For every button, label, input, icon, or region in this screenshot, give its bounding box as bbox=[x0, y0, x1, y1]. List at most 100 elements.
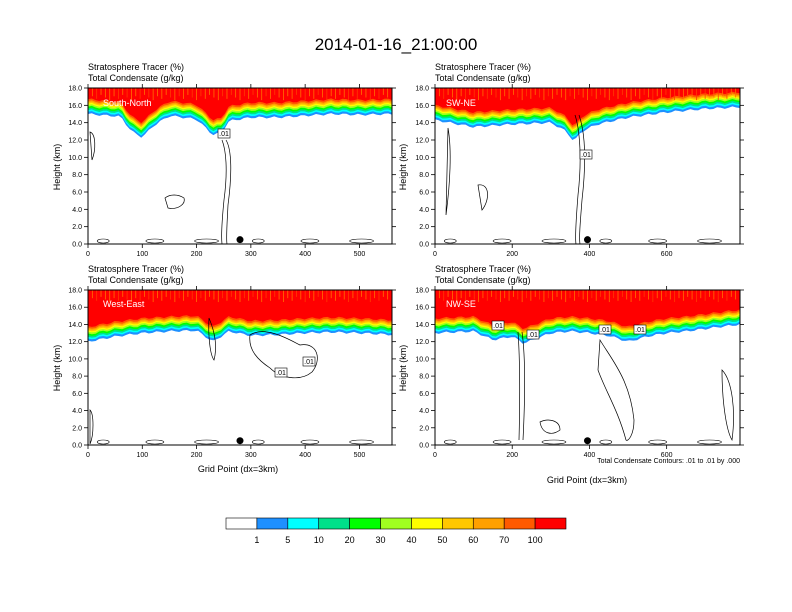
x-tick-label: 400 bbox=[584, 452, 596, 459]
x-axis-label: Grid Point (dx=3km) bbox=[198, 464, 278, 474]
panel-label: South-North bbox=[103, 98, 152, 108]
condensate-contour bbox=[597, 338, 635, 441]
y-tick-label: 8.0 bbox=[72, 172, 82, 179]
surface-contour bbox=[96, 439, 110, 445]
y-tick-label: 12.0 bbox=[68, 339, 82, 346]
contour-label: .01 bbox=[526, 329, 540, 340]
y-tick-label: 0.0 bbox=[72, 242, 82, 249]
x-tick-label: 600 bbox=[661, 251, 673, 258]
y-tick-label: 6.0 bbox=[72, 190, 82, 197]
y-axis-label: Height (km) bbox=[52, 144, 62, 191]
contour-label-text: .01 bbox=[581, 152, 591, 159]
surface-contour bbox=[541, 238, 567, 244]
surface-contour bbox=[145, 238, 165, 244]
contour-label-text: .01 bbox=[276, 370, 286, 377]
surface-contour bbox=[349, 439, 374, 445]
colorbar-swatch bbox=[411, 517, 443, 530]
contour-label-text: .01 bbox=[493, 323, 503, 330]
surface-contour bbox=[194, 238, 219, 244]
y-tick-label: 16.0 bbox=[415, 103, 429, 110]
y-tick-label: 12.0 bbox=[415, 339, 429, 346]
colorbar-swatch bbox=[225, 517, 258, 530]
y-tick-label: 16.0 bbox=[415, 305, 429, 312]
colorbar-swatch bbox=[380, 517, 412, 530]
y-tick-label: 10.0 bbox=[415, 155, 429, 162]
condensate-contour bbox=[249, 331, 318, 379]
y-tick-label: 14.0 bbox=[68, 120, 82, 127]
x-tick-label: 200 bbox=[506, 452, 518, 459]
y-tick-label: 18.0 bbox=[415, 86, 429, 93]
panel-label: West-East bbox=[103, 299, 145, 309]
y-axis-label: Height (km) bbox=[398, 345, 408, 392]
x-tick-label: 200 bbox=[191, 452, 203, 459]
surface-contour bbox=[251, 439, 265, 445]
x-axis-label: Grid Point (dx=3km) bbox=[547, 475, 627, 485]
condensate-contour bbox=[578, 114, 586, 244]
contour-label-text: .01 bbox=[528, 332, 538, 339]
y-tick-label: 16.0 bbox=[68, 103, 82, 110]
contour-label: .01 bbox=[633, 324, 647, 335]
plot-frame bbox=[434, 87, 741, 245]
x-tick-label: 500 bbox=[354, 251, 366, 258]
x-tick-label: 100 bbox=[136, 452, 148, 459]
surface-contour bbox=[194, 439, 219, 445]
colorbar-label: 70 bbox=[499, 535, 509, 545]
contour-label: .01 bbox=[302, 356, 316, 367]
panel-south-north: Stratosphere Tracer (%) Total Condensate… bbox=[52, 62, 396, 258]
location-marker bbox=[236, 437, 244, 445]
y-tick-label: 6.0 bbox=[72, 391, 82, 398]
y-tick-label: 10.0 bbox=[415, 356, 429, 363]
condensate-contour bbox=[521, 331, 526, 441]
panel-sw-ne: Stratosphere Tracer (%) Total Condensate… bbox=[398, 62, 744, 258]
colorbar: 1 5 10 20 30 40 50 60 70 100 bbox=[225, 517, 567, 545]
surface-contour bbox=[697, 439, 722, 445]
y-axis-label: Height (km) bbox=[398, 144, 408, 191]
condensate-contour bbox=[208, 317, 216, 361]
plot-area bbox=[435, 290, 740, 445]
x-tick-label: 600 bbox=[661, 452, 673, 459]
colorbar-label: 100 bbox=[528, 535, 543, 545]
colorbar-swatch bbox=[534, 517, 567, 530]
colorbar-label: 10 bbox=[314, 535, 324, 545]
y-tick-label: 0.0 bbox=[419, 242, 429, 249]
contour-label: .01 bbox=[579, 149, 593, 160]
y-axis-label: Height (km) bbox=[52, 345, 62, 392]
y-tick-label: 2.0 bbox=[419, 224, 429, 231]
panel-subtitle-1: Stratosphere Tracer (%) bbox=[435, 62, 531, 72]
y-tick-label: 14.0 bbox=[415, 120, 429, 127]
y-tick-label: 8.0 bbox=[419, 374, 429, 381]
colorbar-label: 20 bbox=[345, 535, 355, 545]
condensate-contour bbox=[164, 194, 185, 209]
plot-area bbox=[88, 88, 392, 244]
y-tick-label: 12.0 bbox=[415, 138, 429, 145]
x-tick-label: 400 bbox=[299, 251, 311, 258]
colorbar-label: 1 bbox=[254, 535, 259, 545]
colorbar-swatch bbox=[503, 517, 536, 530]
colorbar-label: 30 bbox=[376, 535, 386, 545]
surface-contour bbox=[96, 238, 110, 244]
y-tick-label: 14.0 bbox=[415, 322, 429, 329]
tracer-band-100 bbox=[88, 88, 392, 124]
condensate-contour bbox=[445, 127, 451, 216]
tracer-band-100 bbox=[88, 290, 392, 327]
y-tick-label: 4.0 bbox=[72, 408, 82, 415]
colorbar-swatch bbox=[349, 517, 381, 530]
plot-area bbox=[435, 88, 740, 244]
condensate-contour bbox=[221, 139, 227, 244]
surface-contour bbox=[492, 238, 512, 244]
contour-label-text: .01 bbox=[304, 359, 314, 366]
y-tick-label: 12.0 bbox=[68, 138, 82, 145]
panel-subtitle-2: Total Condensate (g/kg) bbox=[435, 73, 531, 83]
surface-contour bbox=[349, 238, 374, 244]
y-tick-label: 0.0 bbox=[72, 443, 82, 450]
x-tick-label: 0 bbox=[86, 251, 90, 258]
plot-frame bbox=[87, 289, 393, 446]
panel-subtitle-2: Total Condensate (g/kg) bbox=[435, 275, 531, 285]
y-tick-label: 0.0 bbox=[419, 443, 429, 450]
surface-contour bbox=[300, 238, 320, 244]
contour-label: .01 bbox=[598, 324, 612, 335]
surface-contour bbox=[648, 238, 667, 244]
plot-area bbox=[88, 290, 392, 445]
condensate-contour bbox=[89, 131, 96, 161]
